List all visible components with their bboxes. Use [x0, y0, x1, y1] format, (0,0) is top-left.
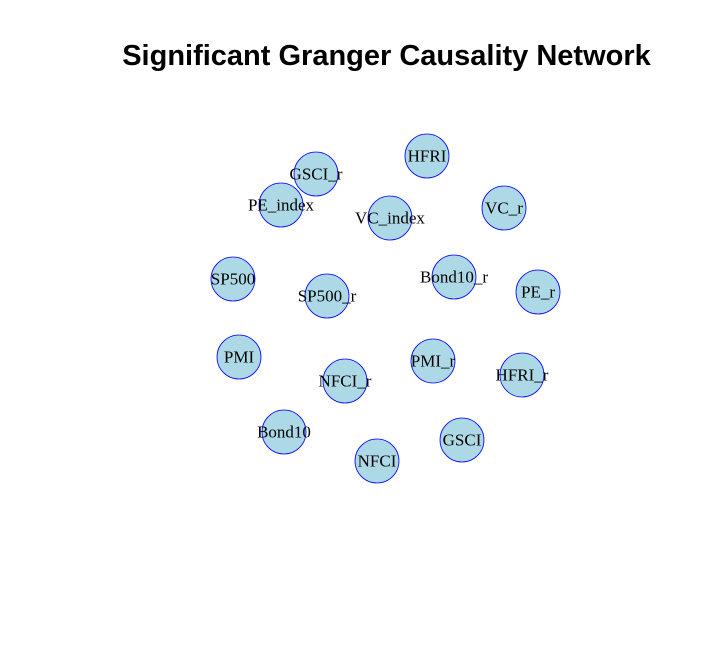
node-pe-r: PE_r: [515, 269, 561, 315]
node-sp500: SP500: [210, 256, 256, 302]
node-label: GSCI_r: [290, 165, 343, 184]
node-circle: [258, 182, 304, 228]
node-circle: [499, 352, 545, 398]
node-hfri-r: HFRI_r: [496, 352, 549, 398]
node-circle: [515, 269, 561, 315]
node-label: SP500: [211, 270, 255, 289]
node-circle: [367, 195, 413, 241]
node-label: GSCI: [443, 431, 482, 450]
node-circle: [404, 133, 450, 179]
node-nfci-r: NFCI_r: [319, 358, 372, 404]
node-vc-r: VC_r: [481, 185, 527, 231]
node-hfri: HFRI: [404, 133, 450, 179]
node-circle: [210, 256, 256, 302]
nodes-layer: HFRI GSCI_r PE_index VC_index VC_r SP500 Bond1…: [210, 133, 561, 484]
node-circle: [410, 338, 456, 384]
node-label: PE_r: [521, 283, 555, 302]
node-circle: [354, 438, 400, 484]
node-bond10-r: Bond10_r: [420, 254, 488, 300]
node-circle: [431, 254, 477, 300]
node-sp500-r: SP500_r: [298, 273, 357, 319]
node-label: VC_r: [485, 199, 523, 218]
node-label: NFCI_r: [319, 372, 372, 391]
node-label: SP500_r: [298, 287, 357, 306]
node-gsci: GSCI: [439, 417, 485, 463]
node-circle: [293, 151, 339, 197]
node-label: Bond10: [257, 423, 311, 442]
node-circle: [439, 417, 485, 463]
node-circle: [481, 185, 527, 231]
node-circle: [261, 409, 307, 455]
node-label: PE_index: [248, 196, 315, 215]
node-nfci: NFCI: [354, 438, 400, 484]
node-label: PMI: [224, 348, 255, 367]
node-label: VC_index: [355, 209, 425, 228]
node-bond10: Bond10: [257, 409, 311, 455]
chart-title: Significant Granger Causality Network: [122, 40, 651, 72]
node-label: HFRI: [408, 147, 447, 166]
node-label: Bond10_r: [420, 268, 488, 287]
node-pe-index: PE_index: [248, 182, 315, 228]
node-label: NFCI: [358, 452, 397, 471]
node-gsci-r: GSCI_r: [290, 151, 343, 197]
node-label: HFRI_r: [496, 366, 549, 385]
node-circle: [322, 358, 368, 404]
node-label: PMI_r: [411, 352, 456, 371]
node-circle: [304, 273, 350, 319]
node-circle: [216, 334, 262, 380]
node-pmi-r: PMI_r: [410, 338, 456, 384]
node-vc-index: VC_index: [355, 195, 425, 241]
node-pmi: PMI: [216, 334, 262, 380]
